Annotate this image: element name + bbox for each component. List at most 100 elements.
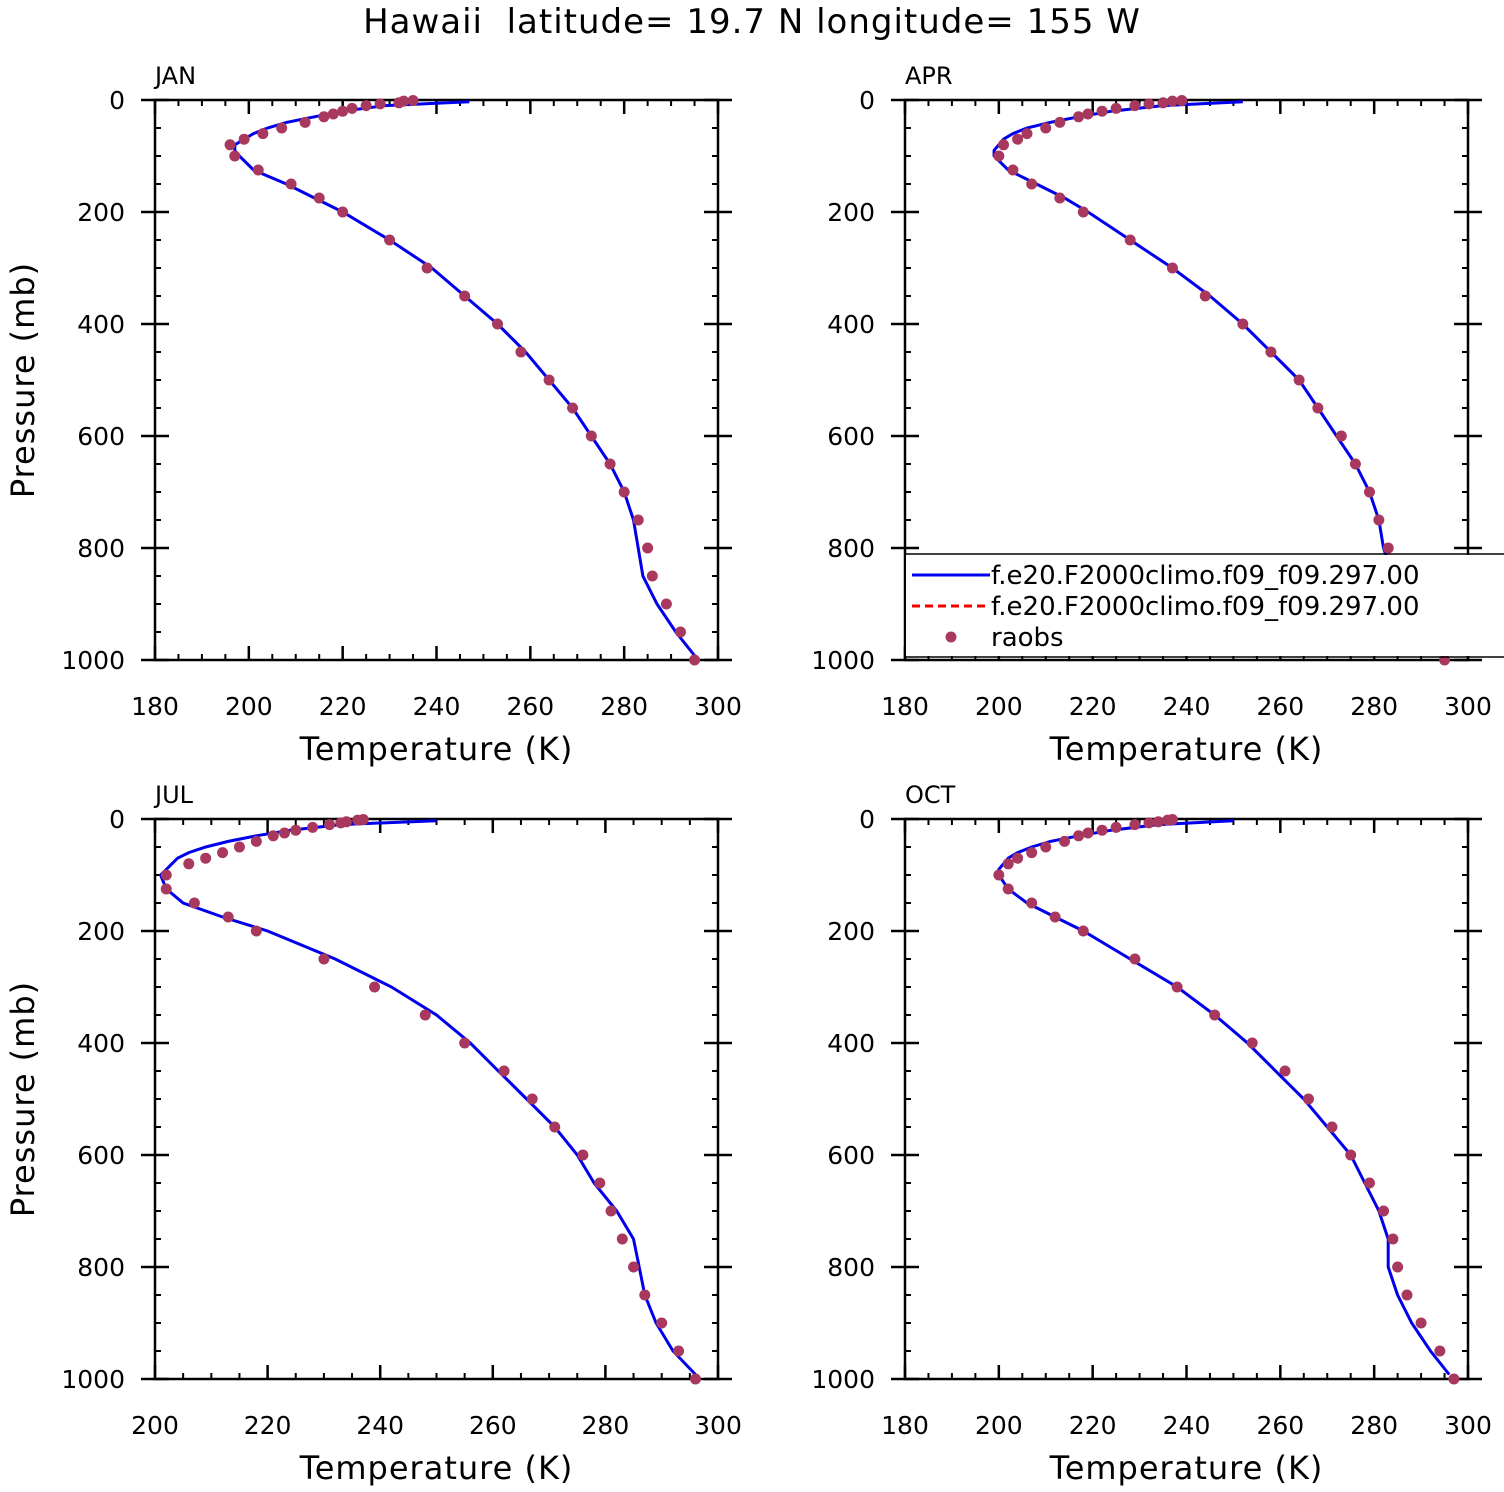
model-line-dashed <box>233 100 696 657</box>
raobs-point <box>1073 830 1085 842</box>
raobs-point <box>1312 402 1324 414</box>
raobs-point <box>224 139 236 151</box>
raobs-point <box>515 346 527 358</box>
raobs-point <box>1326 1121 1338 1133</box>
raobs-point <box>594 1177 606 1189</box>
raobs-point <box>526 1093 538 1105</box>
plot-frame <box>153 98 720 662</box>
raobs-point <box>1026 178 1038 190</box>
raobs-point <box>200 852 212 864</box>
raobs-point <box>238 133 250 145</box>
raobs-point <box>1143 98 1155 110</box>
raobs-point <box>998 139 1010 151</box>
model-line-dashed <box>997 819 1451 1376</box>
raobs-point <box>543 374 555 386</box>
y-tick-label: 1000 <box>61 1365 125 1394</box>
raobs-point <box>1237 318 1249 330</box>
y-tick-label: 400 <box>827 1029 875 1058</box>
raobs-point <box>1077 925 1089 937</box>
y-tick-label: 0 <box>109 86 125 115</box>
raobs-point <box>1166 95 1178 107</box>
legend-label: f.e20.F2000climo.f09_f09.297.00 <box>991 561 1420 591</box>
x-tick-label: 220 <box>319 692 367 721</box>
y-tick-label: 200 <box>827 917 875 946</box>
x-tick-label: 240 <box>356 1411 404 1440</box>
raobs-point <box>1382 542 1394 554</box>
x-tick-label: 200 <box>975 692 1023 721</box>
model-line-solid <box>233 100 696 657</box>
raobs-point <box>616 1233 628 1245</box>
legend-marker <box>945 631 957 643</box>
panel-title: OCT <box>905 781 956 809</box>
x-tick-label: 200 <box>131 1411 179 1440</box>
raobs-point <box>307 821 319 833</box>
raobs-point <box>618 486 630 498</box>
raobs-point <box>278 827 290 839</box>
x-tick-label: 260 <box>506 692 554 721</box>
legend-label: raobs <box>991 623 1064 653</box>
raobs-point <box>290 824 302 836</box>
panel-title: JUL <box>153 781 194 809</box>
raobs-point <box>217 847 229 859</box>
y-tick-label: 600 <box>827 422 875 451</box>
raobs-point <box>1387 1233 1399 1245</box>
raobs-point <box>1363 486 1375 498</box>
raobs-point <box>605 1205 617 1217</box>
x-tick-label: 240 <box>1163 692 1211 721</box>
raobs-point <box>1096 105 1108 117</box>
raobs-point <box>585 430 597 442</box>
y-tick-label: 1000 <box>811 1365 875 1394</box>
y-tick-label: 800 <box>77 1253 125 1282</box>
x-tick-label: 300 <box>1444 1411 1492 1440</box>
panel-title: JAN <box>153 62 196 90</box>
raobs-point <box>656 1317 668 1329</box>
raobs-point <box>1049 911 1061 923</box>
y-tick-label: 600 <box>77 1141 125 1170</box>
raobs-point <box>1026 847 1038 859</box>
raobs-point <box>567 402 579 414</box>
y-tick-label: 0 <box>859 86 875 115</box>
y-tick-label: 200 <box>77 917 125 946</box>
raobs-point <box>1335 430 1347 442</box>
y-tick-label: 0 <box>109 805 125 834</box>
raobs-point <box>374 98 386 110</box>
y-tick-label: 600 <box>77 422 125 451</box>
raobs-point <box>1209 1009 1221 1021</box>
y-axis-label: Pressure (mb) <box>4 262 42 498</box>
x-axis-label: Temperature (K) <box>1049 1449 1324 1487</box>
raobs-point <box>252 164 264 176</box>
plot-frame <box>153 817 720 1381</box>
raobs-point <box>1378 1205 1390 1217</box>
raobs-point <box>257 128 269 140</box>
raobs-point <box>689 654 701 666</box>
raobs-point <box>160 883 172 895</box>
raobs-point <box>1129 100 1141 112</box>
raobs-point <box>276 122 288 134</box>
y-tick-label: 1000 <box>61 646 125 675</box>
raobs-point <box>1129 953 1141 965</box>
raobs-point <box>1401 1289 1413 1301</box>
raobs-point <box>993 150 1005 162</box>
raobs-point <box>1448 1373 1460 1385</box>
raobs-point <box>1012 852 1024 864</box>
raobs-point <box>1373 514 1385 526</box>
x-tick-label: 180 <box>881 1411 929 1440</box>
raobs-point <box>318 111 330 123</box>
raobs-point <box>646 570 658 582</box>
raobs-point <box>1129 819 1141 831</box>
y-tick-label: 200 <box>827 198 875 227</box>
raobs-point <box>421 262 433 274</box>
raobs-point <box>1349 458 1361 470</box>
raobs-point <box>1124 234 1136 246</box>
raobs-point <box>1434 1345 1446 1357</box>
raobs-point <box>632 514 644 526</box>
legend-background <box>906 555 1504 656</box>
raobs-point <box>689 1373 701 1385</box>
raobs-point <box>160 869 172 881</box>
x-tick-label: 200 <box>975 1411 1023 1440</box>
raobs-point <box>1096 824 1108 836</box>
raobs-point <box>1002 883 1014 895</box>
raobs-point <box>1176 95 1188 107</box>
raobs-point <box>419 1009 431 1021</box>
